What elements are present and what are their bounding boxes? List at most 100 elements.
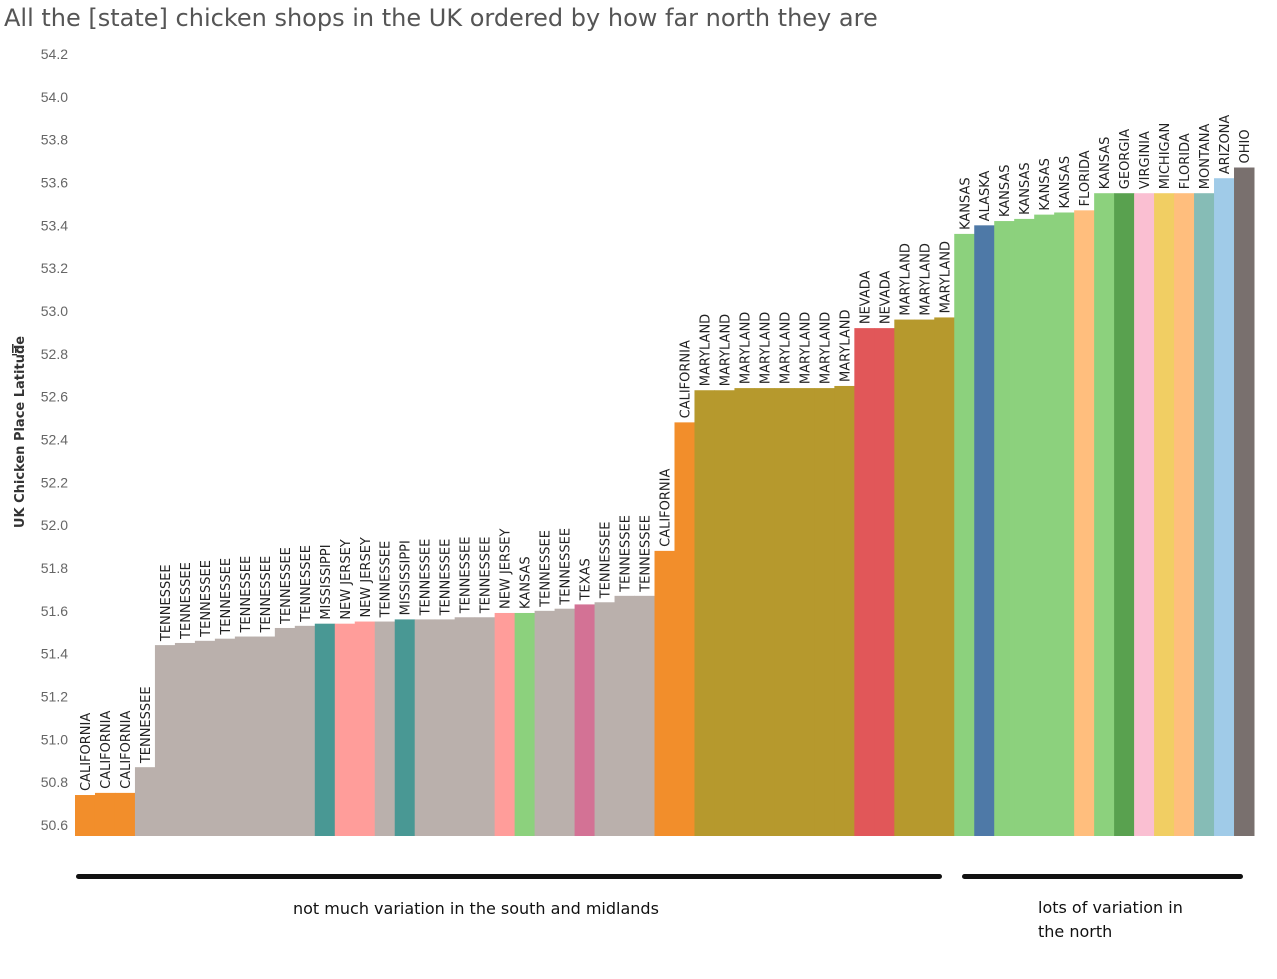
bar[interactable]: [1034, 214, 1055, 836]
y-tick-label: 54.0: [41, 89, 68, 105]
bar-label: TENNESSEE: [279, 547, 294, 625]
bar[interactable]: [934, 317, 955, 836]
bar-label: TENNESSEE: [539, 530, 554, 608]
bar[interactable]: [634, 595, 656, 836]
bar[interactable]: [794, 388, 815, 836]
bar[interactable]: [334, 623, 356, 836]
bar-label: MARYLAND: [758, 312, 773, 384]
y-axis-title: UK Chicken Place Latitude: [13, 336, 28, 528]
y-tick-label: 51.8: [41, 560, 68, 576]
bar-label: TENNESSEE: [159, 564, 174, 642]
bar-label: TENNESSEE: [139, 686, 154, 764]
bar[interactable]: [734, 388, 755, 836]
bar[interactable]: [194, 640, 216, 836]
bar[interactable]: [294, 625, 316, 836]
bar[interactable]: [1114, 193, 1135, 836]
bar[interactable]: [1054, 212, 1075, 837]
bar[interactable]: [374, 621, 396, 836]
y-tick-label: 51.6: [41, 603, 68, 619]
bar-label: ARIZONA: [1218, 115, 1233, 175]
bar-label: KANSAS: [1018, 162, 1033, 215]
y-tick-label: 54.2: [41, 46, 68, 62]
bar-label: CALIFORNIA: [99, 711, 114, 789]
bar[interactable]: [114, 792, 136, 836]
bar[interactable]: [1234, 167, 1255, 836]
y-axis-label: UK Chicken Place Latitude: [13, 336, 28, 528]
bar[interactable]: [814, 388, 835, 836]
bar[interactable]: [854, 328, 875, 836]
bar[interactable]: [754, 388, 775, 836]
bar[interactable]: [594, 602, 616, 836]
bar-label: NEW JERSEY: [359, 537, 374, 617]
bar[interactable]: [254, 636, 276, 836]
bar[interactable]: [714, 390, 735, 836]
bar-label: GEORGIA: [1118, 129, 1133, 189]
bar[interactable]: [234, 636, 256, 836]
bar[interactable]: [394, 619, 416, 836]
bar-label: NEW JERSEY: [499, 528, 514, 608]
bar-label: TENNESSEE: [259, 556, 274, 634]
bar[interactable]: [954, 233, 975, 836]
bar[interactable]: [614, 595, 636, 836]
bar[interactable]: [134, 767, 156, 836]
south-bracket-line: [76, 874, 942, 879]
bar[interactable]: [1214, 178, 1235, 837]
bar[interactable]: [1134, 193, 1155, 836]
bar[interactable]: [834, 385, 855, 836]
bar[interactable]: [994, 221, 1015, 837]
y-axis: 50.6 50.8 51.0 51.2 51.4 51.6 51.8 52.0 52.2 52.4…: [41, 46, 68, 833]
y-tick-label: 52.2: [41, 474, 68, 490]
bar-label: MARYLAND: [838, 310, 853, 382]
bar-label: MARYLAND: [798, 312, 813, 384]
bar[interactable]: [654, 550, 675, 836]
bar[interactable]: [774, 388, 795, 836]
bar[interactable]: [494, 612, 516, 836]
bar[interactable]: [1194, 193, 1215, 836]
sort-icon[interactable]: [12, 344, 17, 356]
bar[interactable]: [894, 319, 915, 836]
bar[interactable]: [554, 608, 576, 836]
bar-label: NEVADA: [858, 270, 873, 324]
bar[interactable]: [174, 642, 196, 836]
north-bracket-line: [962, 874, 1243, 879]
bar[interactable]: [1074, 210, 1095, 837]
bar[interactable]: [314, 623, 336, 836]
y-tick-label: 53.4: [41, 217, 68, 233]
bar[interactable]: [694, 390, 715, 836]
bar-label: FLORIDA: [1078, 150, 1093, 206]
bar-label: MARYLAND: [938, 241, 953, 313]
bar-labels: CALIFORNIA CALIFORNIA CALIFORNIA TENNESSEE T…: [79, 115, 1253, 791]
bar[interactable]: [354, 621, 376, 836]
bar-label: MARYLAND: [698, 314, 713, 386]
bar[interactable]: [1014, 218, 1035, 836]
bar[interactable]: [154, 645, 176, 836]
y-tick-label: 52.8: [41, 346, 68, 362]
bar-label: KANSAS: [958, 177, 973, 230]
bar-label: TENNESSEE: [459, 537, 474, 615]
bar[interactable]: [274, 627, 296, 836]
bar[interactable]: [674, 422, 695, 836]
bar-label: TENNESSEE: [199, 560, 214, 638]
bar[interactable]: [414, 619, 436, 836]
bar-label: VIRGINIA: [1138, 131, 1153, 189]
bar[interactable]: [474, 617, 496, 836]
bar[interactable]: [574, 604, 596, 836]
y-tick-label: 53.0: [41, 303, 68, 319]
bar[interactable]: [534, 610, 556, 836]
bar[interactable]: [974, 225, 995, 836]
bar[interactable]: [214, 638, 236, 836]
bar[interactable]: [434, 619, 456, 836]
bar[interactable]: [75, 795, 96, 836]
bar[interactable]: [1174, 193, 1195, 836]
bar[interactable]: [914, 319, 935, 836]
bar-label: KANSAS: [1038, 158, 1053, 211]
bar[interactable]: [94, 792, 116, 836]
bar[interactable]: [454, 617, 476, 836]
bar[interactable]: [1154, 193, 1175, 836]
bar[interactable]: [514, 612, 536, 836]
bar-label: TENNESSEE: [479, 537, 494, 615]
bar[interactable]: [1094, 193, 1115, 836]
bar-label: MARYLAND: [898, 243, 913, 315]
bar[interactable]: [874, 328, 895, 836]
bar-label: NEW JERSEY: [339, 539, 354, 619]
